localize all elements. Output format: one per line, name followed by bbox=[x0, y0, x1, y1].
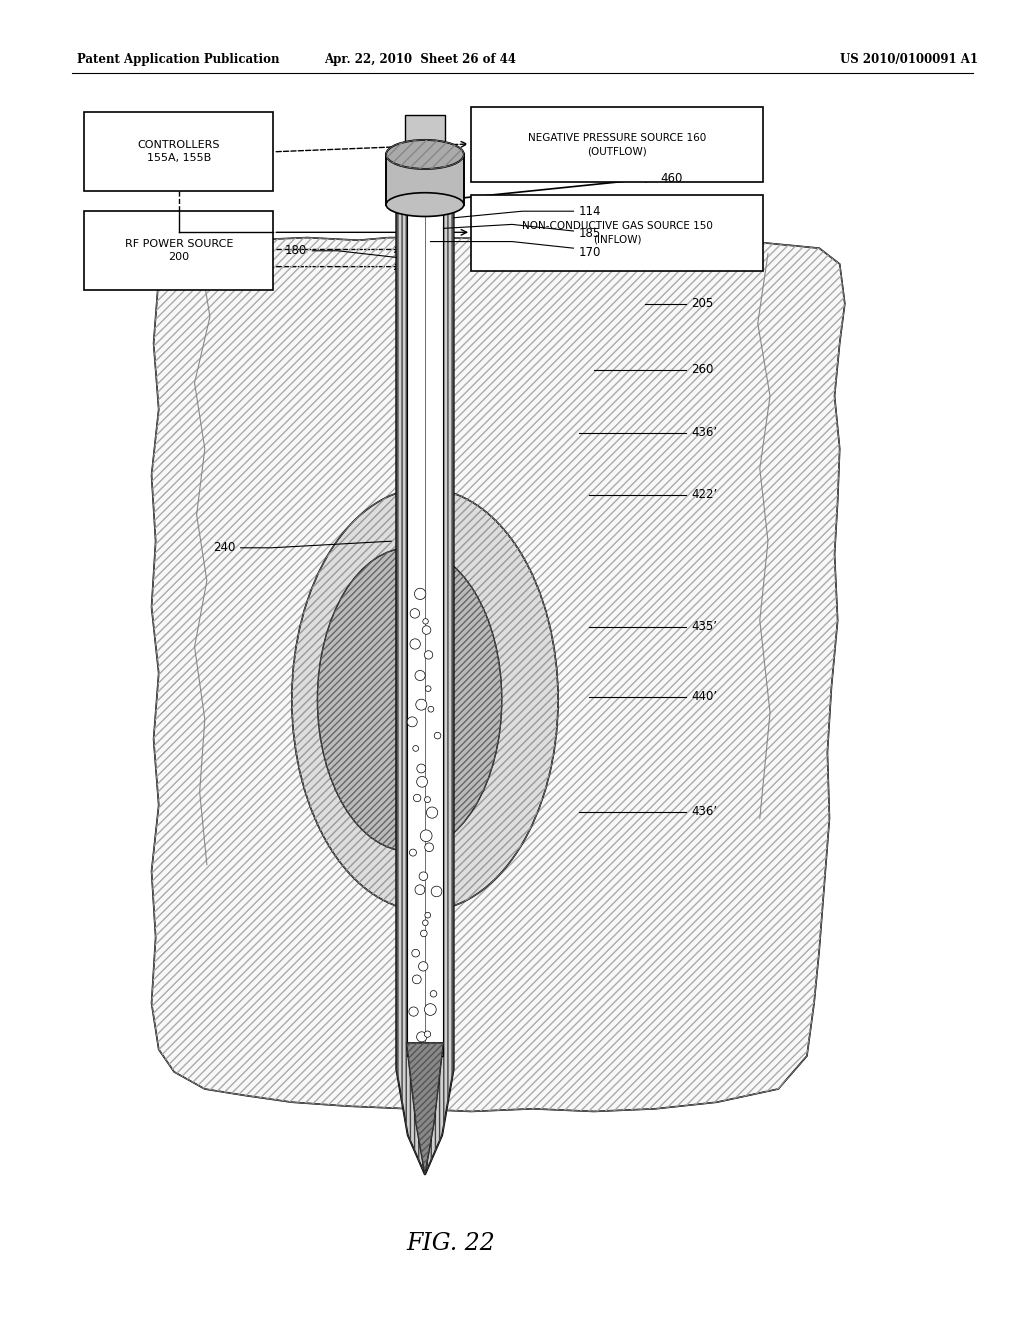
Ellipse shape bbox=[419, 873, 428, 880]
Ellipse shape bbox=[417, 776, 427, 787]
Ellipse shape bbox=[434, 733, 441, 739]
Polygon shape bbox=[152, 238, 845, 1111]
Ellipse shape bbox=[317, 548, 502, 851]
Ellipse shape bbox=[420, 830, 432, 842]
Text: 185: 185 bbox=[579, 227, 601, 240]
Ellipse shape bbox=[292, 488, 558, 911]
Ellipse shape bbox=[424, 651, 433, 659]
Bar bbox=[471, 107, 763, 182]
Ellipse shape bbox=[415, 589, 426, 599]
Text: NEGATIVE PRESSURE SOURCE 160
(OUTFLOW): NEGATIVE PRESSURE SOURCE 160 (OUTFLOW) bbox=[527, 133, 707, 156]
Text: CONTROLLERS
155A, 155B: CONTROLLERS 155A, 155B bbox=[137, 140, 220, 164]
Bar bbox=[404, 115, 445, 154]
Ellipse shape bbox=[413, 975, 421, 983]
Text: 435’: 435’ bbox=[691, 620, 717, 634]
Ellipse shape bbox=[422, 626, 431, 635]
Ellipse shape bbox=[414, 795, 421, 801]
Text: 440’: 440’ bbox=[691, 690, 718, 704]
Ellipse shape bbox=[415, 884, 425, 895]
Text: 260: 260 bbox=[691, 363, 714, 376]
Ellipse shape bbox=[428, 706, 434, 711]
Text: RF POWER SOURCE
200: RF POWER SOURCE 200 bbox=[125, 239, 232, 263]
Text: FIG. 22: FIG. 22 bbox=[407, 1232, 495, 1255]
Text: 436’: 436’ bbox=[691, 426, 718, 440]
Text: Patent Application Publication: Patent Application Publication bbox=[77, 53, 280, 66]
Text: 240: 240 bbox=[213, 541, 236, 554]
Text: 170: 170 bbox=[579, 246, 601, 259]
Ellipse shape bbox=[425, 843, 433, 851]
Bar bbox=[471, 195, 763, 271]
Text: Apr. 22, 2010  Sheet 26 of 44: Apr. 22, 2010 Sheet 26 of 44 bbox=[324, 53, 516, 66]
Ellipse shape bbox=[431, 886, 442, 896]
Ellipse shape bbox=[426, 807, 437, 818]
Polygon shape bbox=[407, 1043, 443, 1175]
Ellipse shape bbox=[408, 717, 417, 727]
Polygon shape bbox=[396, 205, 454, 1175]
Ellipse shape bbox=[410, 609, 420, 618]
Text: 114: 114 bbox=[579, 205, 601, 218]
Ellipse shape bbox=[424, 1031, 431, 1038]
Ellipse shape bbox=[409, 1007, 418, 1016]
Ellipse shape bbox=[415, 671, 425, 681]
Text: 436’: 436’ bbox=[691, 805, 718, 818]
Ellipse shape bbox=[425, 912, 431, 917]
Text: 180: 180 bbox=[285, 244, 307, 257]
Bar bbox=[84, 112, 273, 191]
Polygon shape bbox=[407, 211, 443, 1056]
Ellipse shape bbox=[430, 990, 437, 997]
Text: 422’: 422’ bbox=[691, 488, 718, 502]
Ellipse shape bbox=[423, 920, 428, 925]
Bar bbox=[84, 211, 273, 290]
Ellipse shape bbox=[410, 849, 417, 857]
Text: US 2010/0100091 A1: US 2010/0100091 A1 bbox=[840, 53, 978, 66]
Ellipse shape bbox=[417, 1032, 427, 1041]
Ellipse shape bbox=[425, 797, 430, 803]
Ellipse shape bbox=[419, 962, 428, 972]
Ellipse shape bbox=[410, 639, 420, 649]
Text: NON-CONDUCTIVE GAS SOURCE 150
(INFLOW): NON-CONDUCTIVE GAS SOURCE 150 (INFLOW) bbox=[521, 222, 713, 244]
Ellipse shape bbox=[386, 140, 464, 169]
Text: 205: 205 bbox=[691, 297, 714, 310]
Ellipse shape bbox=[424, 1003, 436, 1015]
Ellipse shape bbox=[386, 193, 464, 216]
Ellipse shape bbox=[423, 619, 428, 624]
Text: 460: 460 bbox=[660, 172, 683, 185]
Ellipse shape bbox=[425, 686, 431, 692]
Ellipse shape bbox=[421, 931, 427, 937]
Ellipse shape bbox=[413, 746, 419, 751]
Bar bbox=[386, 154, 464, 205]
Ellipse shape bbox=[412, 949, 420, 957]
Ellipse shape bbox=[417, 764, 426, 774]
Ellipse shape bbox=[416, 700, 427, 710]
